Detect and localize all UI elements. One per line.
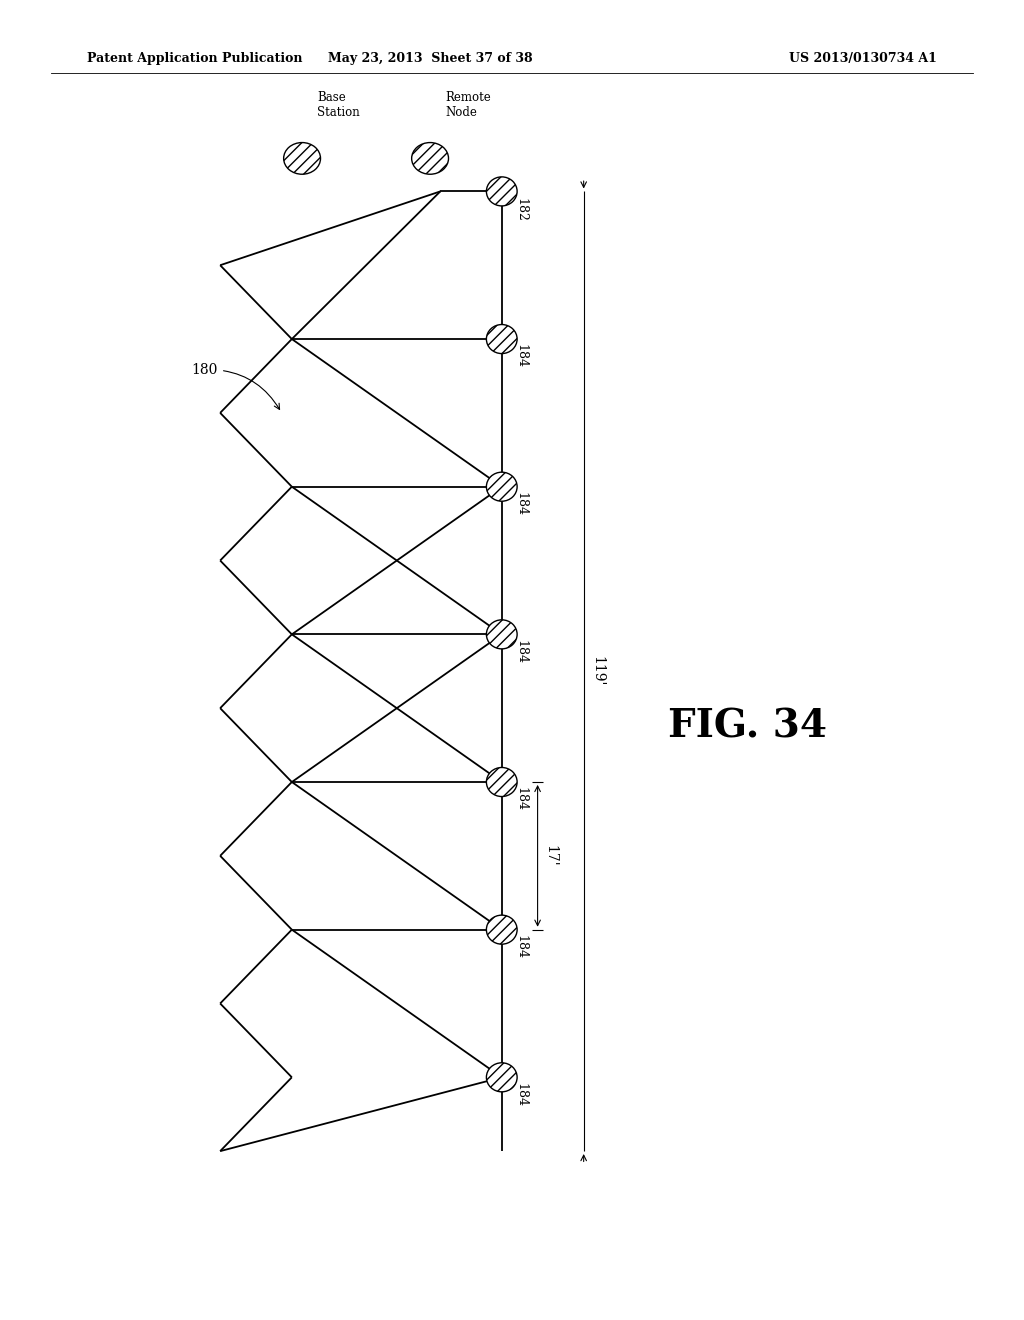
Text: Remote
Node: Remote Node [445, 91, 492, 119]
Ellipse shape [486, 1063, 517, 1092]
Text: FIG. 34: FIG. 34 [668, 708, 827, 744]
Text: 119': 119' [590, 656, 604, 686]
Ellipse shape [486, 325, 517, 354]
Ellipse shape [486, 620, 517, 649]
Text: 182: 182 [514, 198, 527, 222]
Text: 17': 17' [543, 845, 557, 867]
Text: Patent Application Publication: Patent Application Publication [87, 51, 302, 65]
Text: 184: 184 [514, 787, 527, 812]
Text: 184: 184 [514, 345, 527, 368]
Text: May 23, 2013  Sheet 37 of 38: May 23, 2013 Sheet 37 of 38 [328, 51, 532, 65]
Text: 184: 184 [514, 935, 527, 958]
Text: Base
Station: Base Station [317, 91, 360, 119]
Text: 184: 184 [514, 640, 527, 664]
Ellipse shape [486, 473, 517, 502]
Ellipse shape [486, 767, 517, 796]
Text: 184: 184 [514, 1082, 527, 1106]
Ellipse shape [284, 143, 321, 174]
Ellipse shape [486, 915, 517, 944]
Text: US 2013/0130734 A1: US 2013/0130734 A1 [790, 51, 937, 65]
Text: 184: 184 [514, 492, 527, 516]
Ellipse shape [486, 177, 517, 206]
Ellipse shape [412, 143, 449, 174]
Text: 180: 180 [191, 363, 280, 409]
